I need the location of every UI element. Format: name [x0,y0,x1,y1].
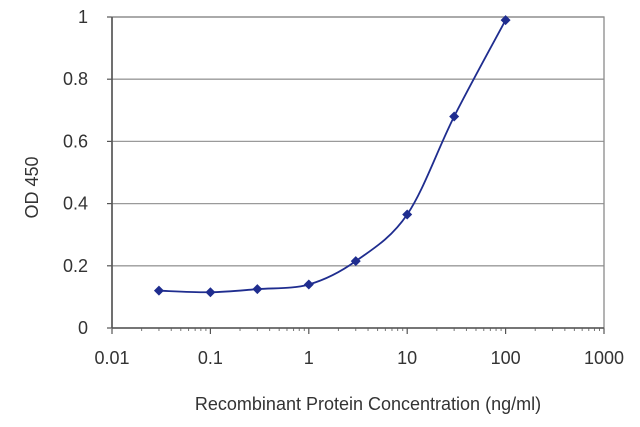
data-point [252,284,263,295]
x-tick-label: 1000 [584,348,624,368]
data-point [153,285,164,296]
x-tick-label: 10 [397,348,417,368]
y-axis-label: OD 450 [22,156,42,218]
x-tick-label: 0.01 [94,348,129,368]
data-point [449,111,460,122]
x-tick-label: 1 [304,348,314,368]
plot-area [112,17,604,328]
tick-labels: 0 0.2 0.4 0.6 0.8 1 0.01 0.1 1 10 100 1000 [63,7,624,368]
x-axis-label: Recombinant Protein Concentration (ng/ml… [195,394,541,414]
y-tick-label: 0.2 [63,256,88,276]
data-point [205,287,216,298]
data-point [500,15,511,26]
data-point [303,279,314,290]
data-point [350,256,361,267]
y-tick-label: 0 [78,318,88,338]
y-tick-label: 0.4 [63,194,88,214]
y-tick-label: 0.8 [63,69,88,89]
axes [107,16,605,334]
y-tick-label: 0.6 [63,131,88,151]
x-tick-label: 100 [491,348,521,368]
data-points [153,15,511,298]
data-point [402,209,413,220]
x-tick-label: 0.1 [198,348,223,368]
y-tick-label: 1 [78,7,88,27]
